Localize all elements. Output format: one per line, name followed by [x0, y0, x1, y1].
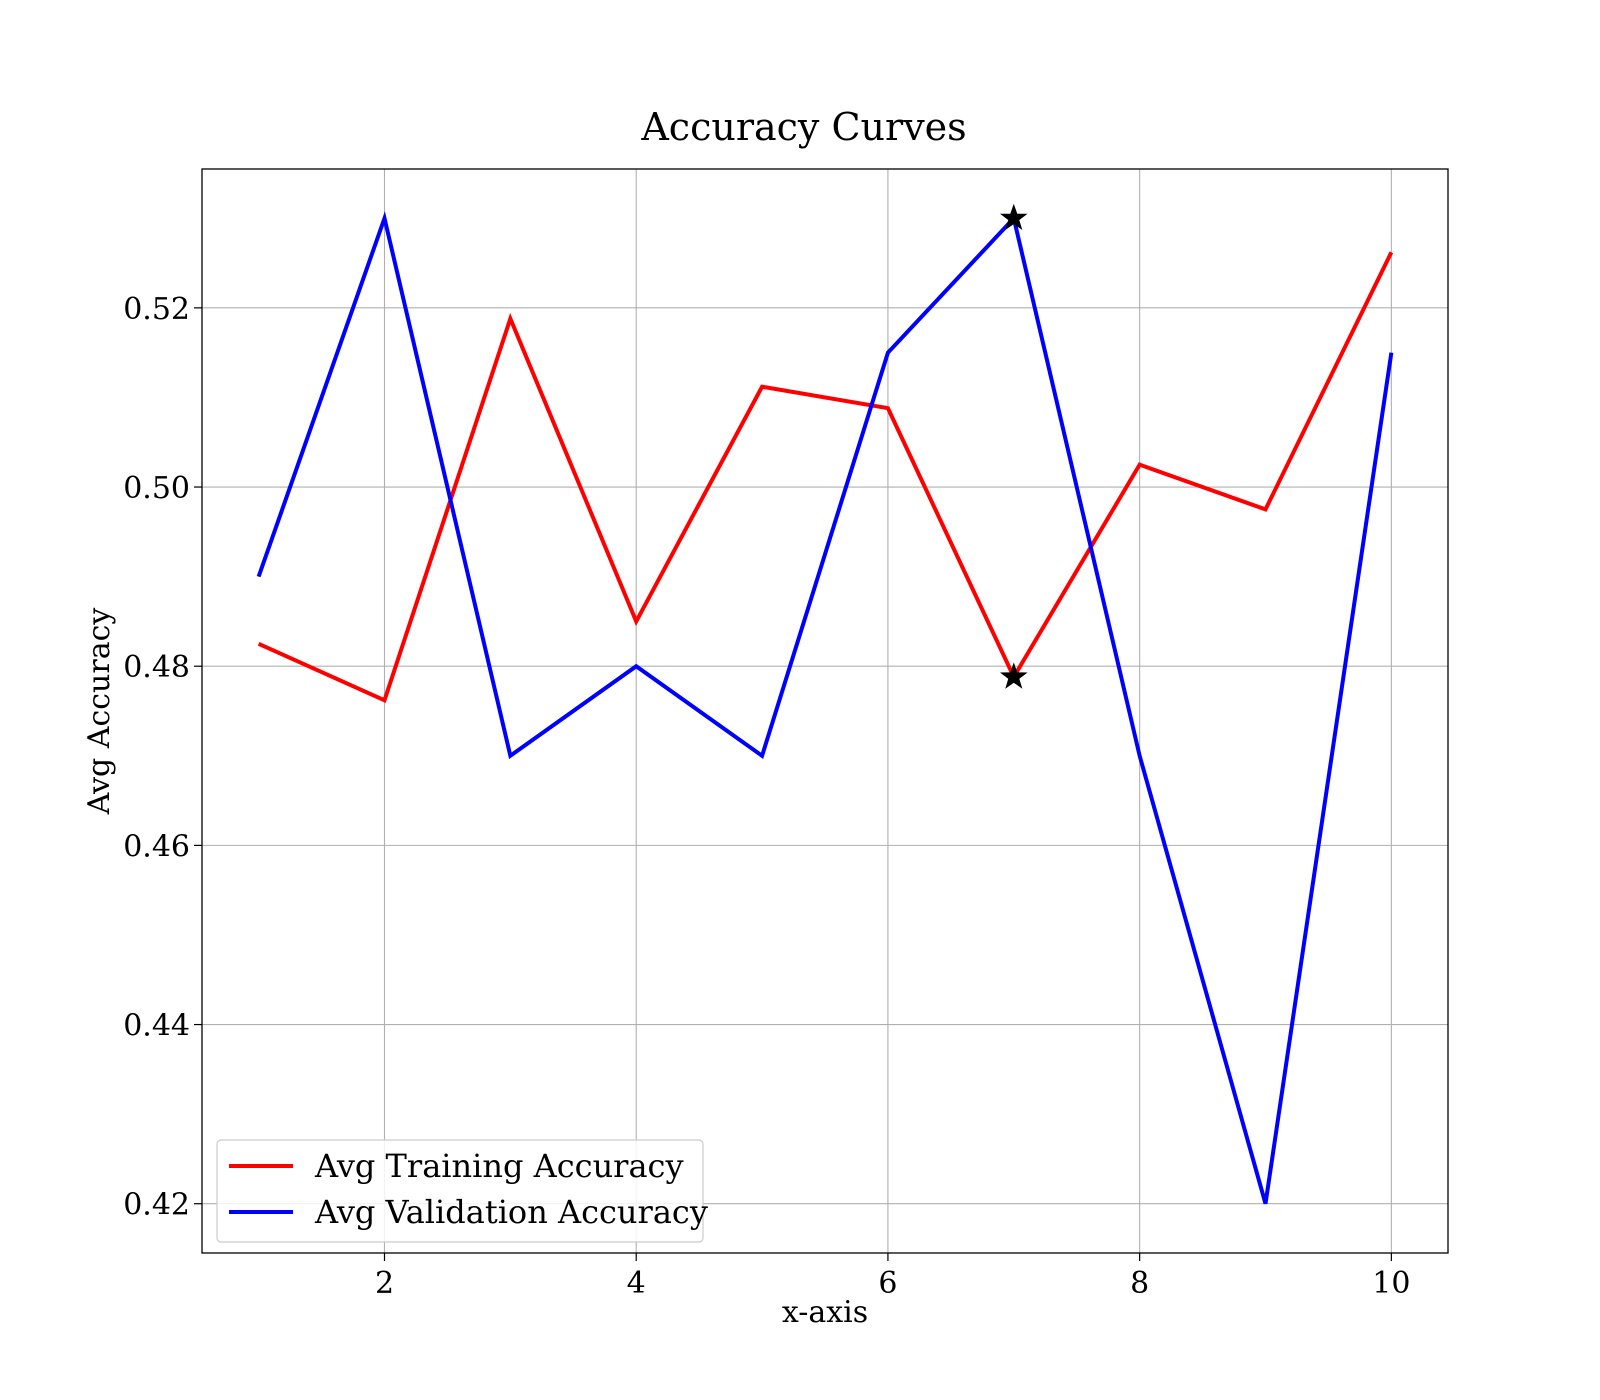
legend-label: Avg Validation Accuracy [314, 1193, 708, 1231]
y-tick-label: 0.44 [123, 1009, 190, 1044]
y-tick-label: 0.50 [123, 471, 190, 506]
plot-frame [201, 168, 1449, 1254]
y-tick-label: 0.52 [123, 292, 190, 327]
series-line-validation [256, 211, 1394, 1205]
legend-box [216, 1139, 704, 1243]
highlight-markers [999, 203, 1028, 689]
chart-title: Accuracy Curves [640, 105, 966, 149]
legend: Avg Training Accuracy Avg Validation Accu… [216, 1139, 708, 1243]
y-tick-label: 0.48 [123, 650, 190, 685]
x-tick-label: 10 [1372, 1266, 1410, 1301]
star-marker-validation [999, 203, 1028, 231]
x-tick-label: 8 [1130, 1266, 1149, 1301]
star-marker-training [999, 662, 1028, 689]
legend-label: Avg Training Accuracy [314, 1147, 684, 1185]
grid [202, 169, 1448, 1253]
series-line-training [257, 251, 1394, 703]
y-tick-label: 0.46 [123, 829, 190, 864]
x-axis-label: x-axis [782, 1295, 868, 1330]
axis-ticks: 2 4 6 8 10 0.42 0.44 0.46 0.48 0.50 0.52 [123, 292, 1410, 1301]
y-tick-label: 0.42 [123, 1188, 190, 1223]
y-axis-label: Avg Accuracy [82, 608, 117, 816]
x-tick-label: 6 [878, 1266, 897, 1301]
x-tick-label: 2 [375, 1266, 394, 1301]
x-tick-label: 4 [627, 1266, 646, 1301]
series-lines [256, 211, 1394, 1205]
